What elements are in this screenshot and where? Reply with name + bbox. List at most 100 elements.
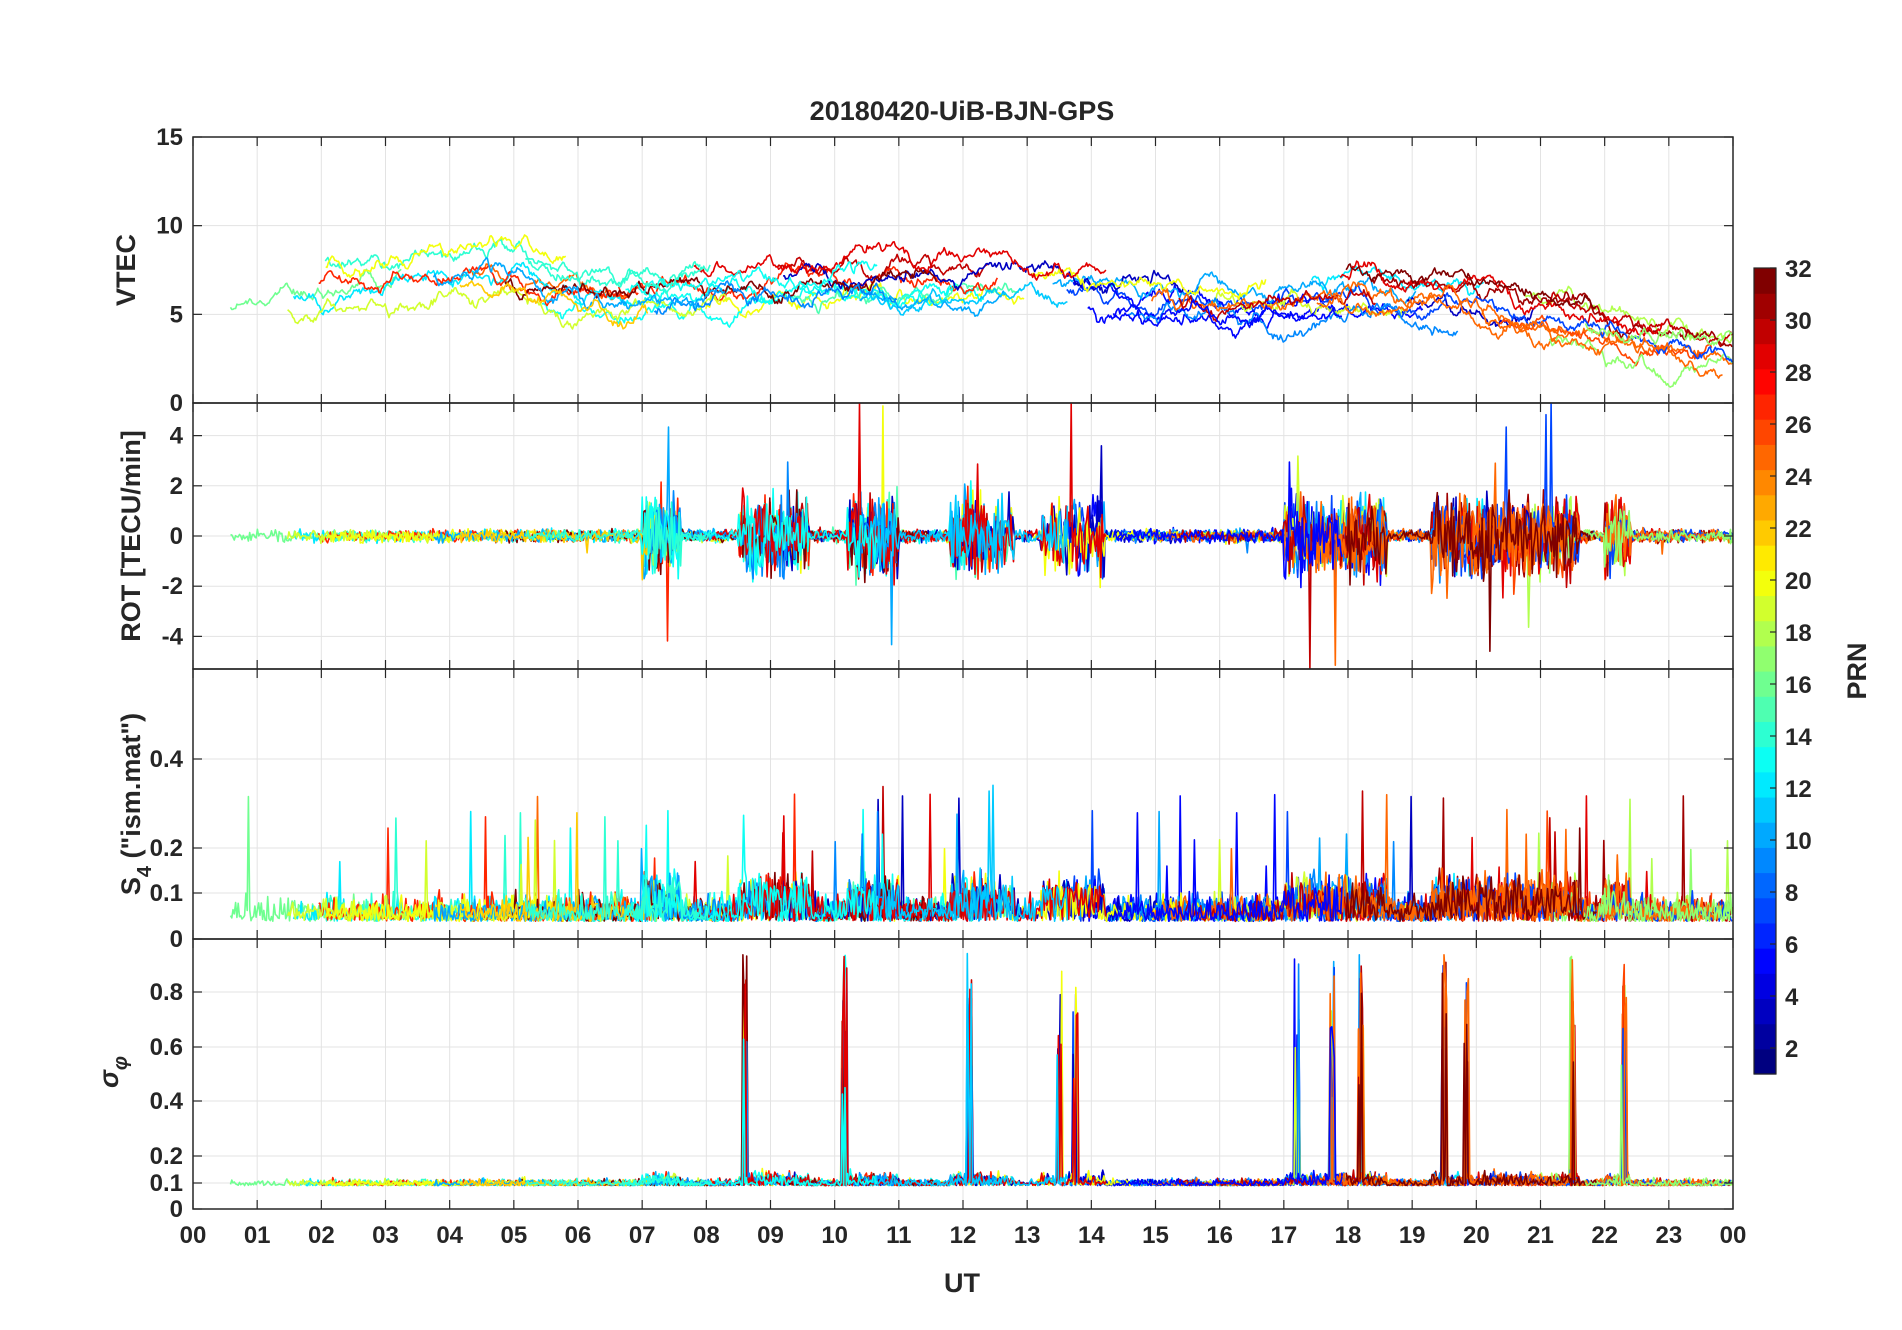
- series-line-prn-22: [459, 1176, 649, 1187]
- x-tick-label: 02: [308, 1222, 335, 1249]
- colorbar-band: [1754, 998, 1776, 1025]
- series-line-prn-5: [1112, 839, 1343, 923]
- y-tick-label: 0: [170, 1196, 183, 1223]
- colorbar-band: [1754, 393, 1776, 420]
- colorbar-tick-label: 2: [1785, 1036, 1798, 1063]
- colorbar-band: [1754, 822, 1776, 848]
- x-tick-label: 08: [693, 1222, 720, 1249]
- colorbar-band: [1754, 721, 1776, 748]
- x-tick-label: 19: [1399, 1222, 1426, 1249]
- series-line-prn-17: [1584, 1064, 1733, 1187]
- colorbar-bands: [1754, 268, 1776, 1075]
- vtec-series: [229, 234, 1733, 388]
- x-tick-label: 13: [1014, 1222, 1041, 1249]
- colorbar-band: [1754, 948, 1776, 974]
- colorbar-frame: [1753, 267, 1777, 1075]
- colorbar-band: [1754, 847, 1776, 874]
- y-tick-label: 0: [170, 523, 183, 550]
- series-line-prn-3: [1406, 293, 1536, 327]
- series-line-prn-14: [524, 500, 711, 574]
- y-tick-label: 5: [170, 301, 183, 328]
- series-line-prn-32: [1345, 263, 1597, 309]
- colorbar-band: [1754, 570, 1776, 597]
- y-tick-label: 0.8: [150, 979, 183, 1006]
- colorbar-band: [1754, 419, 1776, 445]
- s4-series: [229, 784, 1733, 923]
- colorbar-band: [1754, 545, 1776, 571]
- y-tick-label: 0.2: [150, 1143, 183, 1170]
- y-tick-label: 15: [156, 124, 183, 151]
- y-tick-label: -4: [162, 623, 184, 650]
- colorbar-band: [1754, 1048, 1776, 1075]
- colorbar-band: [1754, 318, 1776, 345]
- series-line-prn-7: [1066, 285, 1328, 320]
- series-line-prn-32: [1345, 489, 1598, 652]
- x-tick-label: 07: [629, 1222, 656, 1249]
- y-tick-label: 0.4: [150, 1088, 184, 1115]
- colorbar-tick-label: 24: [1785, 464, 1812, 491]
- colorbar-band: [1754, 620, 1776, 647]
- colorbar-band: [1754, 973, 1776, 1000]
- x-tick-label: 06: [565, 1222, 592, 1249]
- colorbar-band: [1754, 922, 1776, 949]
- series-line-prn-17: [1548, 335, 1733, 388]
- series-line-prn-14: [524, 1174, 711, 1187]
- x-tick-label: 01: [244, 1222, 271, 1249]
- series-line-prn-25: [1316, 292, 1723, 379]
- y-tick-label: 0.4: [150, 746, 184, 773]
- series-line-prn-13: [625, 260, 878, 294]
- panel-vtec: 0 5 10 15 VTEC: [111, 124, 1734, 417]
- colorbar-band: [1754, 897, 1776, 924]
- x-tick-label: 23: [1655, 1222, 1682, 1249]
- series-line-prn-13: [624, 874, 878, 923]
- x-tick-label: 16: [1206, 1222, 1233, 1249]
- s4-ylabel-rest: ("ism.mat"): [116, 713, 146, 866]
- x-tick-label: 09: [757, 1222, 784, 1249]
- s4-ylabel-main: S: [116, 877, 146, 895]
- x-tick-label: 21: [1527, 1222, 1554, 1249]
- panel-sigma-phi: 00.10.2 0.4 0.6 0.8 σφ: [94, 938, 1734, 1223]
- x-tick-label: 10: [821, 1222, 848, 1249]
- x-tick-label: 03: [372, 1222, 399, 1249]
- colorbar-band: [1754, 519, 1776, 546]
- y-tick-label: 0.1: [150, 880, 183, 907]
- colorbar-band: [1754, 595, 1776, 622]
- y-tick-label: 0.2: [150, 835, 183, 862]
- colorbar-band: [1754, 444, 1776, 471]
- x-tick-label: 17: [1270, 1222, 1297, 1249]
- sigma-ylabel-main: σ: [94, 1069, 124, 1088]
- colorbar-band: [1754, 1023, 1776, 1050]
- series-line-prn-16: [229, 268, 402, 311]
- series-line-prn-19: [287, 287, 731, 330]
- x-tick-label: 00: [1720, 1222, 1747, 1249]
- series-line-prn-5: [1112, 461, 1343, 589]
- x-tick-label: 00: [180, 1222, 207, 1249]
- x-tick-label: 20: [1463, 1222, 1490, 1249]
- panel-rot: -4 -2 0 2 4 ROT [TECU/min]: [116, 402, 1734, 670]
- colorbar-tick-label: 26: [1785, 412, 1812, 439]
- series-line-prn-32: [1345, 972, 1598, 1187]
- sigma-series: [229, 952, 1733, 1187]
- colorbar-band: [1754, 293, 1776, 319]
- colorbar-band: [1754, 343, 1776, 370]
- colorbar-tick-label: 10: [1785, 828, 1812, 855]
- y-tick-label: 0: [170, 390, 183, 417]
- series-line-prn-22: [459, 280, 649, 330]
- colorbar-tick-label: 4: [1785, 984, 1799, 1011]
- y-tick-label: 2: [170, 473, 183, 500]
- colorbar-band: [1754, 872, 1776, 899]
- y-tick-label: 0.1: [150, 1170, 183, 1197]
- sigma-ylabel: σφ: [94, 1056, 132, 1088]
- colorbar-label: PRN: [1842, 642, 1872, 699]
- colorbar-tick-label: 18: [1785, 620, 1812, 647]
- y-tick-label: -2: [162, 573, 183, 600]
- y-tick-label: 0: [170, 926, 183, 953]
- y-tick-label: 10: [156, 213, 183, 240]
- series-line-prn-25: [1316, 462, 1724, 578]
- colorbar-band: [1754, 796, 1776, 823]
- series-line-prn-5: [1112, 299, 1343, 329]
- colorbar-tick-label: 20: [1785, 568, 1812, 595]
- series-line-prn-20: [325, 234, 567, 279]
